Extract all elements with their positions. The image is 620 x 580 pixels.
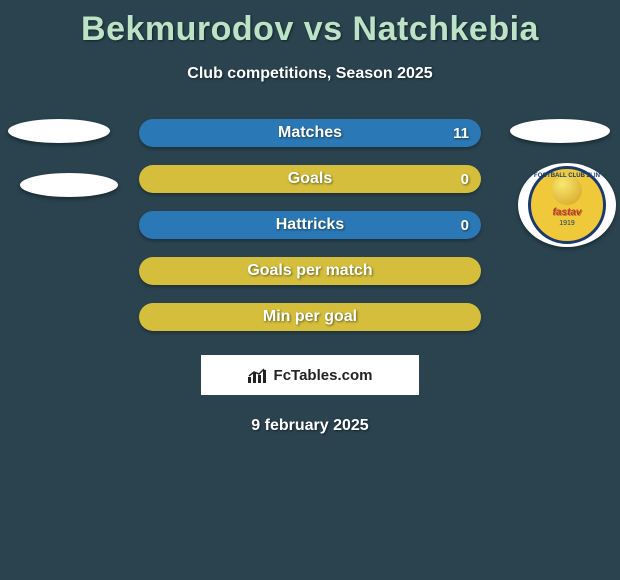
stat-rows: Matches 11 Goals 0 Hattricks 0 Goals per… xyxy=(139,119,481,331)
stat-label: Hattricks xyxy=(276,216,344,234)
stat-value: 0 xyxy=(461,217,469,234)
stat-row-hattricks: Hattricks 0 xyxy=(139,211,481,239)
decor-ellipse xyxy=(8,119,110,143)
stat-row-min-per-goal: Min per goal xyxy=(139,303,481,331)
page-title: Bekmurodov vs Natchkebia xyxy=(0,0,620,49)
decor-ellipse xyxy=(510,119,610,143)
logo-word: fastav xyxy=(553,207,582,218)
stats-area: FOOTBALL CLUB ZLIN fastav 1919 Matches 1… xyxy=(0,119,620,331)
chart-icon xyxy=(248,367,268,383)
stat-label: Min per goal xyxy=(263,308,357,326)
subtitle: Club competitions, Season 2025 xyxy=(0,65,620,83)
stat-row-matches: Matches 11 xyxy=(139,119,481,147)
logo-year: 1919 xyxy=(559,220,575,227)
stat-row-goals-per-match: Goals per match xyxy=(139,257,481,285)
stat-label: Matches xyxy=(278,124,342,142)
stat-value: 0 xyxy=(461,171,469,188)
stat-value: 11 xyxy=(453,125,469,142)
logo-ball-icon xyxy=(552,175,582,205)
stat-row-goals: Goals 0 xyxy=(139,165,481,193)
decor-ellipse xyxy=(20,173,118,197)
logo-arc-text: FOOTBALL CLUB ZLIN xyxy=(534,173,600,179)
club-logo: FOOTBALL CLUB ZLIN fastav 1919 xyxy=(518,163,616,247)
stat-label: Goals xyxy=(288,170,332,188)
date-line: 9 february 2025 xyxy=(0,417,620,435)
stat-label: Goals per match xyxy=(247,262,372,280)
brand-text: FcTables.com xyxy=(274,367,373,384)
brand-box: FcTables.com xyxy=(201,355,419,395)
